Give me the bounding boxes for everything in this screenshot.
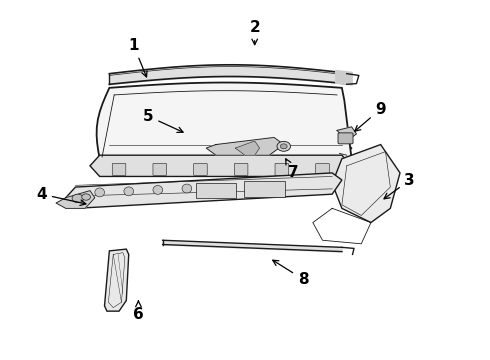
FancyBboxPatch shape <box>234 163 248 175</box>
FancyBboxPatch shape <box>275 163 289 175</box>
Polygon shape <box>56 191 95 208</box>
Text: 7: 7 <box>286 159 299 180</box>
FancyBboxPatch shape <box>153 163 167 175</box>
FancyBboxPatch shape <box>316 163 329 175</box>
Polygon shape <box>99 138 352 159</box>
Text: 1: 1 <box>128 38 147 77</box>
Polygon shape <box>90 155 352 176</box>
Polygon shape <box>332 145 400 222</box>
Polygon shape <box>206 138 284 155</box>
Polygon shape <box>66 173 342 208</box>
Text: 5: 5 <box>143 109 183 132</box>
FancyBboxPatch shape <box>244 181 285 197</box>
Text: 9: 9 <box>355 102 386 131</box>
Text: 6: 6 <box>133 301 144 322</box>
FancyBboxPatch shape <box>338 133 353 144</box>
Polygon shape <box>104 249 129 311</box>
FancyBboxPatch shape <box>194 163 207 175</box>
Ellipse shape <box>124 187 134 196</box>
Ellipse shape <box>153 185 163 194</box>
FancyBboxPatch shape <box>112 163 126 175</box>
FancyBboxPatch shape <box>196 183 236 198</box>
Text: 2: 2 <box>249 20 260 45</box>
Ellipse shape <box>182 184 192 193</box>
Polygon shape <box>235 141 260 155</box>
Ellipse shape <box>95 188 104 197</box>
Text: 3: 3 <box>384 172 415 199</box>
Text: 8: 8 <box>273 260 308 287</box>
Circle shape <box>72 194 84 203</box>
Circle shape <box>280 144 287 149</box>
Circle shape <box>277 141 291 151</box>
Polygon shape <box>97 82 352 159</box>
Text: 4: 4 <box>36 187 86 206</box>
Polygon shape <box>337 127 356 141</box>
Circle shape <box>82 194 91 200</box>
